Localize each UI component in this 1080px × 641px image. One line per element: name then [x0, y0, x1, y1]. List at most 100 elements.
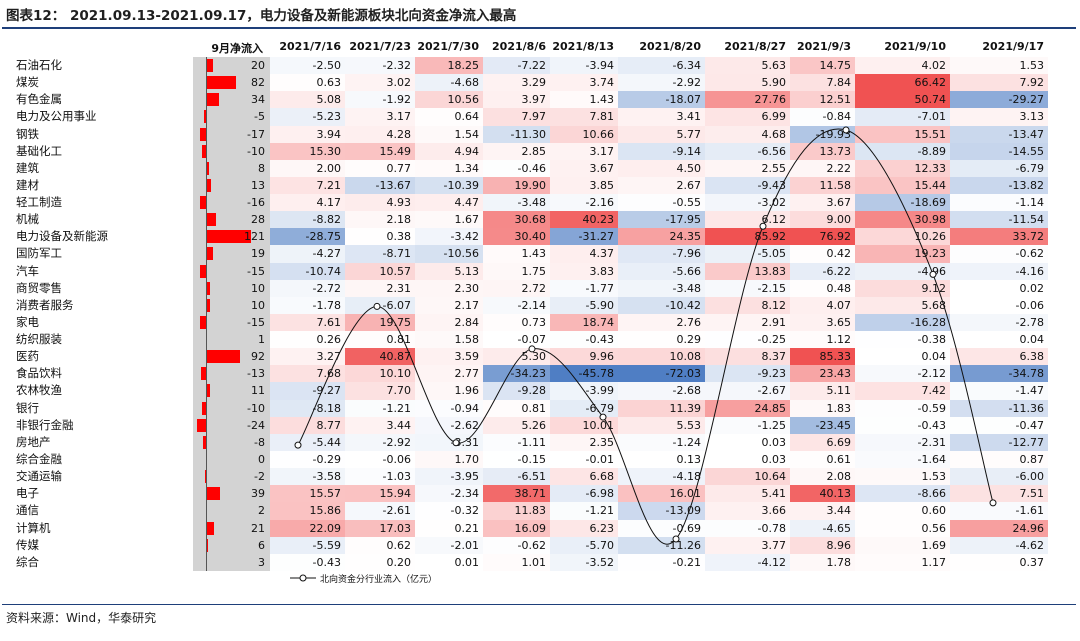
value-cell: 1.01 [483, 553, 550, 572]
value-cell: 1.96 [415, 382, 483, 401]
date-header: 2021/8/13 [552, 40, 614, 53]
value-cell: -2.16 [550, 194, 618, 212]
value-cell: -6.22 [790, 262, 855, 281]
september-value: -15 [247, 264, 265, 278]
value-cell: 9.00 [790, 211, 855, 229]
value-cell: 27.76 [705, 91, 790, 109]
date-header: 2021/7/23 [349, 40, 411, 53]
row-label: 交通运输 [16, 469, 62, 484]
september-bar [206, 178, 211, 192]
value-cell: 3.17 [550, 142, 618, 161]
value-cell: 2.77 [415, 365, 483, 383]
value-cell: 5.08 [270, 91, 345, 109]
value-cell: 1.67 [415, 211, 483, 229]
september-value: 13 [251, 178, 265, 192]
value-cell: 0.02 [950, 279, 1048, 298]
date-header: 2021/7/30 [417, 40, 479, 53]
september-bar [199, 127, 206, 141]
value-cell: 3.66 [705, 502, 790, 520]
flow-point [373, 302, 381, 310]
september-value: -10 [247, 401, 265, 415]
value-cell: 0.26 [270, 331, 345, 349]
value-cell: -3.48 [483, 194, 550, 212]
value-cell: 0.61 [790, 450, 855, 469]
legend-line-icon [290, 574, 316, 582]
value-cell: 16.09 [483, 519, 550, 538]
value-cell: 5.63 [705, 57, 790, 75]
date-header: 2021/8/6 [492, 40, 546, 53]
value-cell: 1.83 [790, 399, 855, 418]
september-bar [206, 384, 211, 398]
top-rule [2, 27, 1076, 29]
value-cell: -0.15 [483, 450, 550, 469]
value-cell: -0.43 [855, 416, 950, 435]
row-label: 石油石化 [16, 58, 62, 72]
value-cell: 0.21 [415, 519, 483, 538]
value-cell: -19.93 [790, 125, 855, 144]
value-cell: -0.01 [550, 450, 618, 469]
september-value: -10 [247, 144, 265, 158]
september-value: 20 [251, 59, 265, 72]
value-cell: -1.61 [950, 502, 1048, 520]
value-cell: 11.58 [790, 176, 855, 195]
value-cell: 33.72 [950, 228, 1048, 246]
value-cell: 4.37 [550, 245, 618, 264]
value-cell: -4.65 [790, 519, 855, 538]
value-cell: 0.20 [345, 553, 415, 572]
row-label: 国防军工 [16, 246, 62, 261]
september-bar [204, 110, 206, 124]
row-label: 钢铁 [16, 126, 39, 141]
value-cell: -9.27 [270, 382, 345, 401]
september-value: 8 [258, 161, 265, 175]
september-value: 6 [258, 538, 265, 552]
value-cell: -3.58 [270, 468, 345, 486]
value-cell: 1.34 [415, 159, 483, 178]
value-cell: -3.02 [705, 194, 790, 212]
value-cell: -34.78 [950, 365, 1048, 383]
september-bar [205, 470, 206, 484]
row-label: 家电 [16, 314, 39, 329]
september-bar [206, 230, 251, 244]
value-cell: 1.43 [550, 91, 618, 109]
september-value: 121 [244, 230, 265, 244]
value-cell: 3.83 [550, 262, 618, 281]
value-cell: -2.78 [950, 313, 1048, 332]
value-cell: 2.31 [345, 279, 415, 298]
value-cell: 5.77 [618, 125, 705, 144]
value-cell: 2.72 [483, 279, 550, 298]
value-cell: 15.49 [345, 142, 415, 161]
value-cell: 5.68 [855, 296, 950, 315]
value-cell: -0.47 [950, 416, 1048, 435]
value-cell: 6.99 [705, 108, 790, 126]
value-cell: -16.28 [855, 313, 950, 332]
value-cell: 50.74 [855, 91, 950, 109]
september-bar [200, 264, 206, 278]
value-cell: 1.58 [415, 331, 483, 349]
september-value: -17 [247, 127, 265, 141]
value-cell: -72.03 [618, 365, 705, 383]
value-cell: 17.03 [345, 519, 415, 538]
legend-label: 北向资金分行业流入（亿元） [320, 575, 438, 585]
september-bar [206, 161, 209, 175]
value-cell: 3.94 [270, 125, 345, 144]
date-header: 2021/7/16 [279, 40, 341, 53]
value-cell: -5.44 [270, 433, 345, 452]
value-cell: -12.77 [950, 433, 1048, 452]
september-bar [206, 247, 214, 261]
value-cell: -11.54 [950, 211, 1048, 229]
value-cell: 9.12 [855, 279, 950, 298]
value-cell: 5.90 [705, 74, 790, 92]
row-label: 非银行金融 [16, 417, 74, 432]
value-cell: 2.00 [270, 159, 345, 178]
value-cell: 15.94 [345, 485, 415, 503]
value-cell: -11.30 [483, 125, 550, 144]
value-cell: 8.96 [790, 536, 855, 555]
september-value: 92 [251, 350, 265, 364]
value-cell: -3.94 [550, 57, 618, 75]
value-cell: 66.42 [855, 74, 950, 92]
value-cell: -2.92 [618, 74, 705, 92]
row-label: 综合金融 [16, 451, 62, 466]
value-cell: 40.13 [790, 485, 855, 503]
value-cell: 38.71 [483, 485, 550, 503]
value-cell: 16.01 [618, 485, 705, 503]
